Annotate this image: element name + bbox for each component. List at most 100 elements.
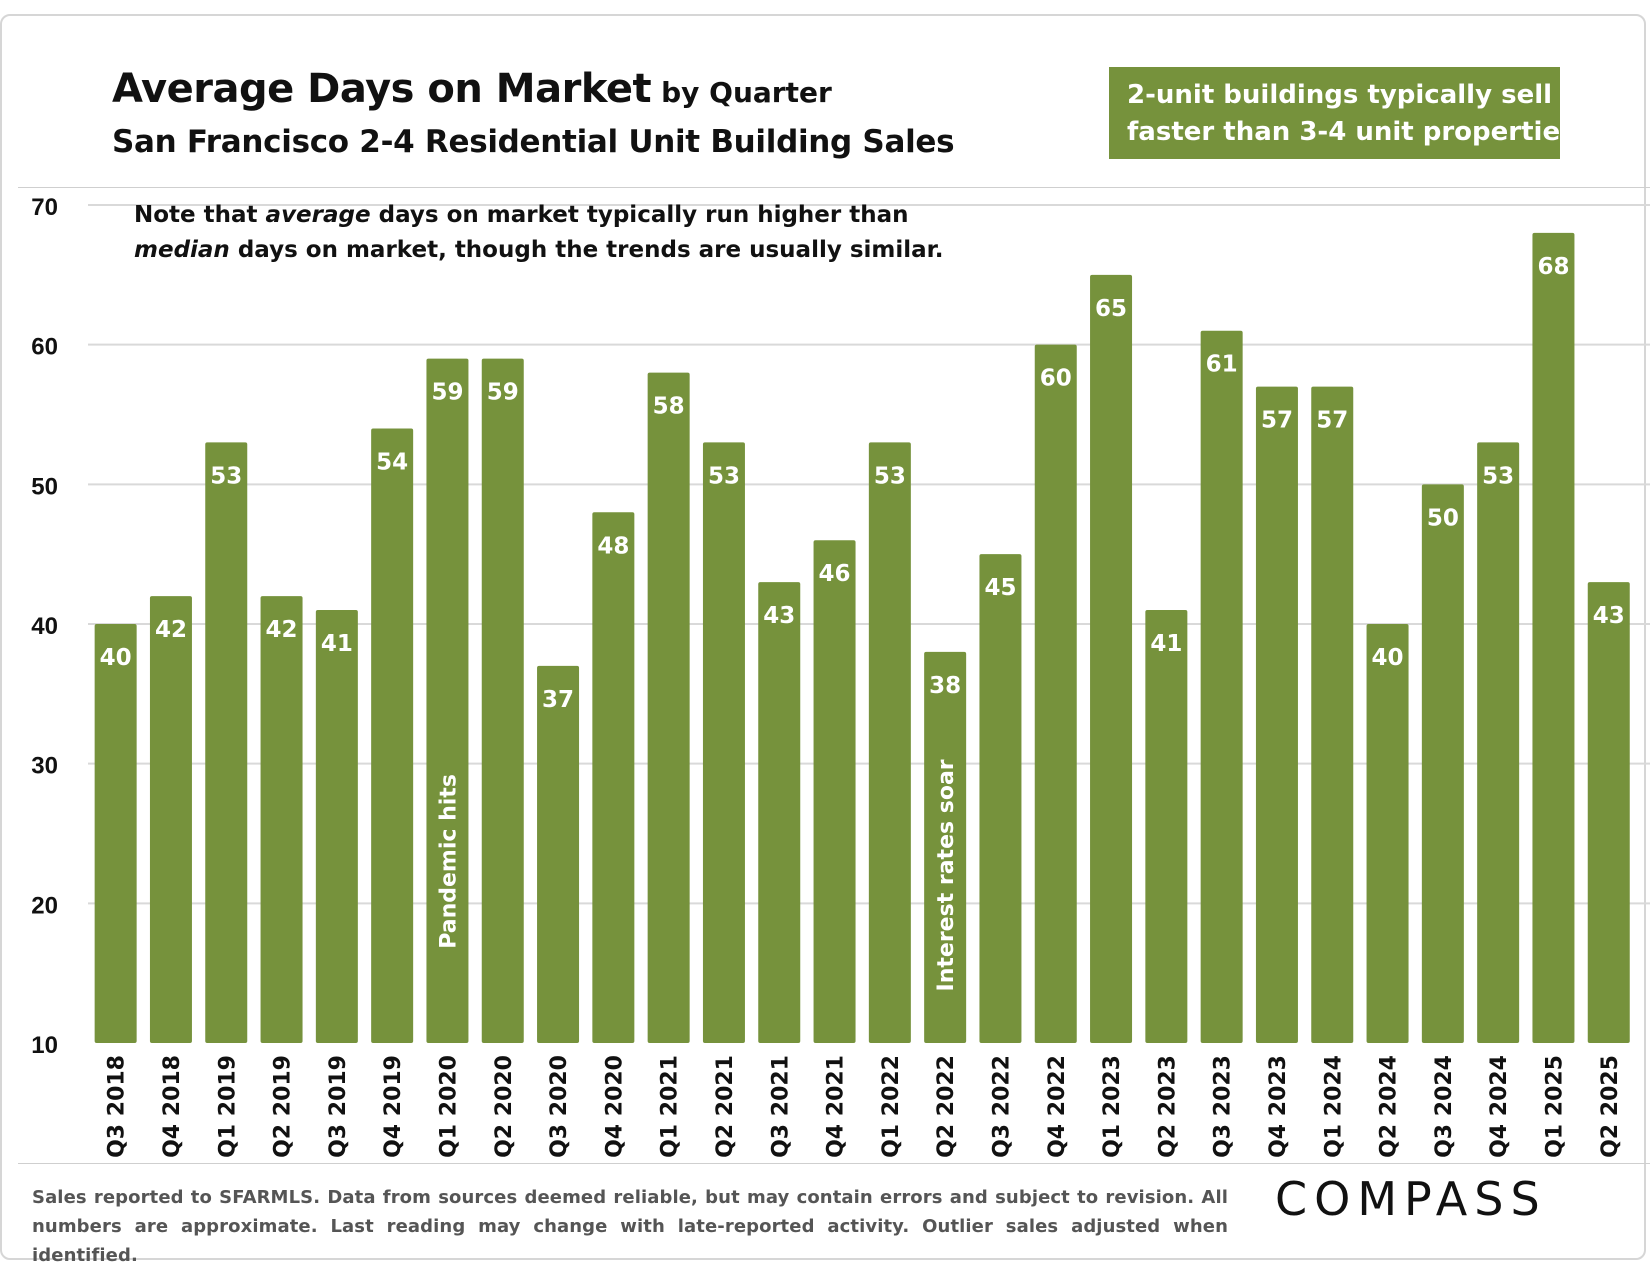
title-suffix: by Quarter — [661, 76, 832, 109]
bar — [813, 540, 856, 1043]
x-tick-label: Q3 2024 — [1432, 1055, 1457, 1158]
bar — [647, 372, 690, 1044]
bar-value-label: 68 — [1537, 254, 1569, 280]
bar-value-label: 50 — [1427, 505, 1459, 531]
callout-line-1: 2-unit buildings typically sell — [1127, 80, 1553, 110]
bar-chart: 10 20 30 40 50 60 70 Note that average days on … — [31, 194, 1650, 1158]
x-tick-label: Q2 2021 — [713, 1055, 738, 1158]
x-tick-label: Q2 2020 — [492, 1055, 517, 1158]
bar — [149, 596, 192, 1043]
x-tick-label: Q3 2021 — [768, 1055, 793, 1158]
bar — [1145, 610, 1188, 1043]
bar — [315, 610, 358, 1043]
bar-value-label: 41 — [321, 631, 353, 657]
x-tick-label: Q1 2019 — [215, 1055, 240, 1158]
bar-value-label: 60 — [1040, 366, 1072, 392]
y-tick-label: 30 — [31, 753, 58, 780]
chart-note-part: days on market, though the trends are us… — [230, 237, 944, 263]
x-tick-label: Q2 2023 — [1155, 1055, 1180, 1158]
chart-note-part: days on market typically run higher than — [371, 202, 909, 228]
bar — [1311, 386, 1354, 1043]
bar — [1366, 624, 1409, 1043]
bar-value-label: 40 — [1372, 645, 1404, 671]
y-tick-label: 40 — [31, 613, 58, 640]
bar — [1587, 582, 1630, 1043]
bar — [426, 358, 469, 1044]
y-tick-label: 50 — [31, 473, 58, 500]
x-tick-label: Q4 2018 — [160, 1055, 185, 1158]
y-tick-label: 70 — [31, 194, 58, 221]
x-tick-label: Q4 2024 — [1487, 1055, 1512, 1158]
chart-note-part: Note that — [134, 202, 266, 228]
bar-value-label: 53 — [210, 463, 242, 489]
bar — [868, 442, 911, 1043]
bar — [371, 428, 414, 1043]
bar — [94, 624, 137, 1043]
x-tick-label: Q3 2018 — [105, 1055, 130, 1158]
annotation-label: Pandemic hits — [436, 774, 461, 949]
bar — [1090, 274, 1133, 1043]
x-tick-label: Q3 2023 — [1211, 1055, 1236, 1158]
bar-value-label: 59 — [431, 380, 463, 406]
y-tick-label: 20 — [31, 892, 58, 919]
bar-value-label: 59 — [487, 380, 519, 406]
bar-value-label: 45 — [984, 575, 1016, 601]
bar-value-label: 37 — [542, 687, 574, 713]
x-tick-label: Q4 2020 — [602, 1055, 627, 1158]
chart-note-part: average — [266, 202, 371, 228]
chart-title: Average Days on Market by Quarter — [112, 66, 832, 112]
footer-disclaimer: Sales reported to SFARMLS. Data from sou… — [32, 1187, 1228, 1266]
x-tick-label: Q4 2022 — [1045, 1055, 1070, 1158]
bar-value-label: 42 — [266, 617, 298, 643]
bar-value-label: 41 — [1150, 631, 1182, 657]
x-tick-label: Q4 2023 — [1266, 1055, 1291, 1158]
bar — [205, 442, 248, 1043]
bar-value-label: 38 — [929, 673, 961, 699]
bar-value-label: 40 — [100, 645, 132, 671]
x-tick-label: Q1 2025 — [1542, 1055, 1567, 1158]
x-tick-label: Q2 2024 — [1377, 1055, 1402, 1158]
bar — [1034, 344, 1077, 1043]
x-tick-label: Q2 2022 — [934, 1055, 959, 1158]
bar-value-label: 57 — [1261, 408, 1293, 434]
bar — [1255, 386, 1298, 1043]
x-tick-label: Q1 2023 — [1100, 1055, 1125, 1158]
bar-value-label: 42 — [155, 617, 187, 643]
x-tick-label: Q3 2019 — [326, 1055, 351, 1158]
y-tick-label: 10 — [31, 1032, 58, 1059]
callout-box: 2-unit buildings typically sell faster t… — [1109, 67, 1586, 159]
bar-value-label: 53 — [708, 463, 740, 489]
chart-area: 10 20 30 40 50 60 70 Note that average days on … — [18, 187, 1650, 1164]
x-tick-label: Q2 2025 — [1598, 1055, 1623, 1158]
bar — [481, 358, 524, 1044]
bar-value-label: 46 — [819, 561, 851, 587]
bar — [1200, 330, 1243, 1043]
bar — [537, 665, 580, 1043]
bar-value-label: 43 — [763, 603, 795, 629]
title-main: Average Days on Market — [112, 66, 652, 112]
callout-line-2: faster than 3-4 unit properties. — [1127, 117, 1586, 147]
x-tick-label: Q1 2021 — [658, 1055, 683, 1158]
bar — [1421, 484, 1464, 1043]
chart-note-part: median — [134, 237, 230, 263]
y-tick-label: 60 — [31, 334, 58, 361]
x-tick-label: Q1 2024 — [1321, 1055, 1346, 1158]
bar-value-label: 43 — [1593, 603, 1625, 629]
chart-subtitle: San Francisco 2-4 Residential Unit Build… — [112, 124, 955, 160]
bar-value-label: 54 — [376, 449, 408, 475]
bar-value-label: 53 — [1482, 463, 1514, 489]
bar-value-label: 53 — [874, 463, 906, 489]
bar — [1477, 442, 1520, 1043]
bar — [260, 596, 303, 1043]
bar — [924, 651, 967, 1043]
chart-frame — [0, 14, 1646, 1260]
x-tick-label: Q4 2021 — [824, 1055, 849, 1158]
bar-value-label: 58 — [653, 394, 685, 420]
bar — [1532, 232, 1575, 1043]
bar-value-label: 48 — [597, 533, 629, 559]
bar — [592, 512, 635, 1043]
x-tick-label: Q1 2020 — [436, 1055, 461, 1158]
annotation-label: Interest rates soar — [934, 759, 959, 991]
bar-value-label: 57 — [1316, 408, 1348, 434]
x-tick-label: Q1 2022 — [879, 1055, 904, 1158]
